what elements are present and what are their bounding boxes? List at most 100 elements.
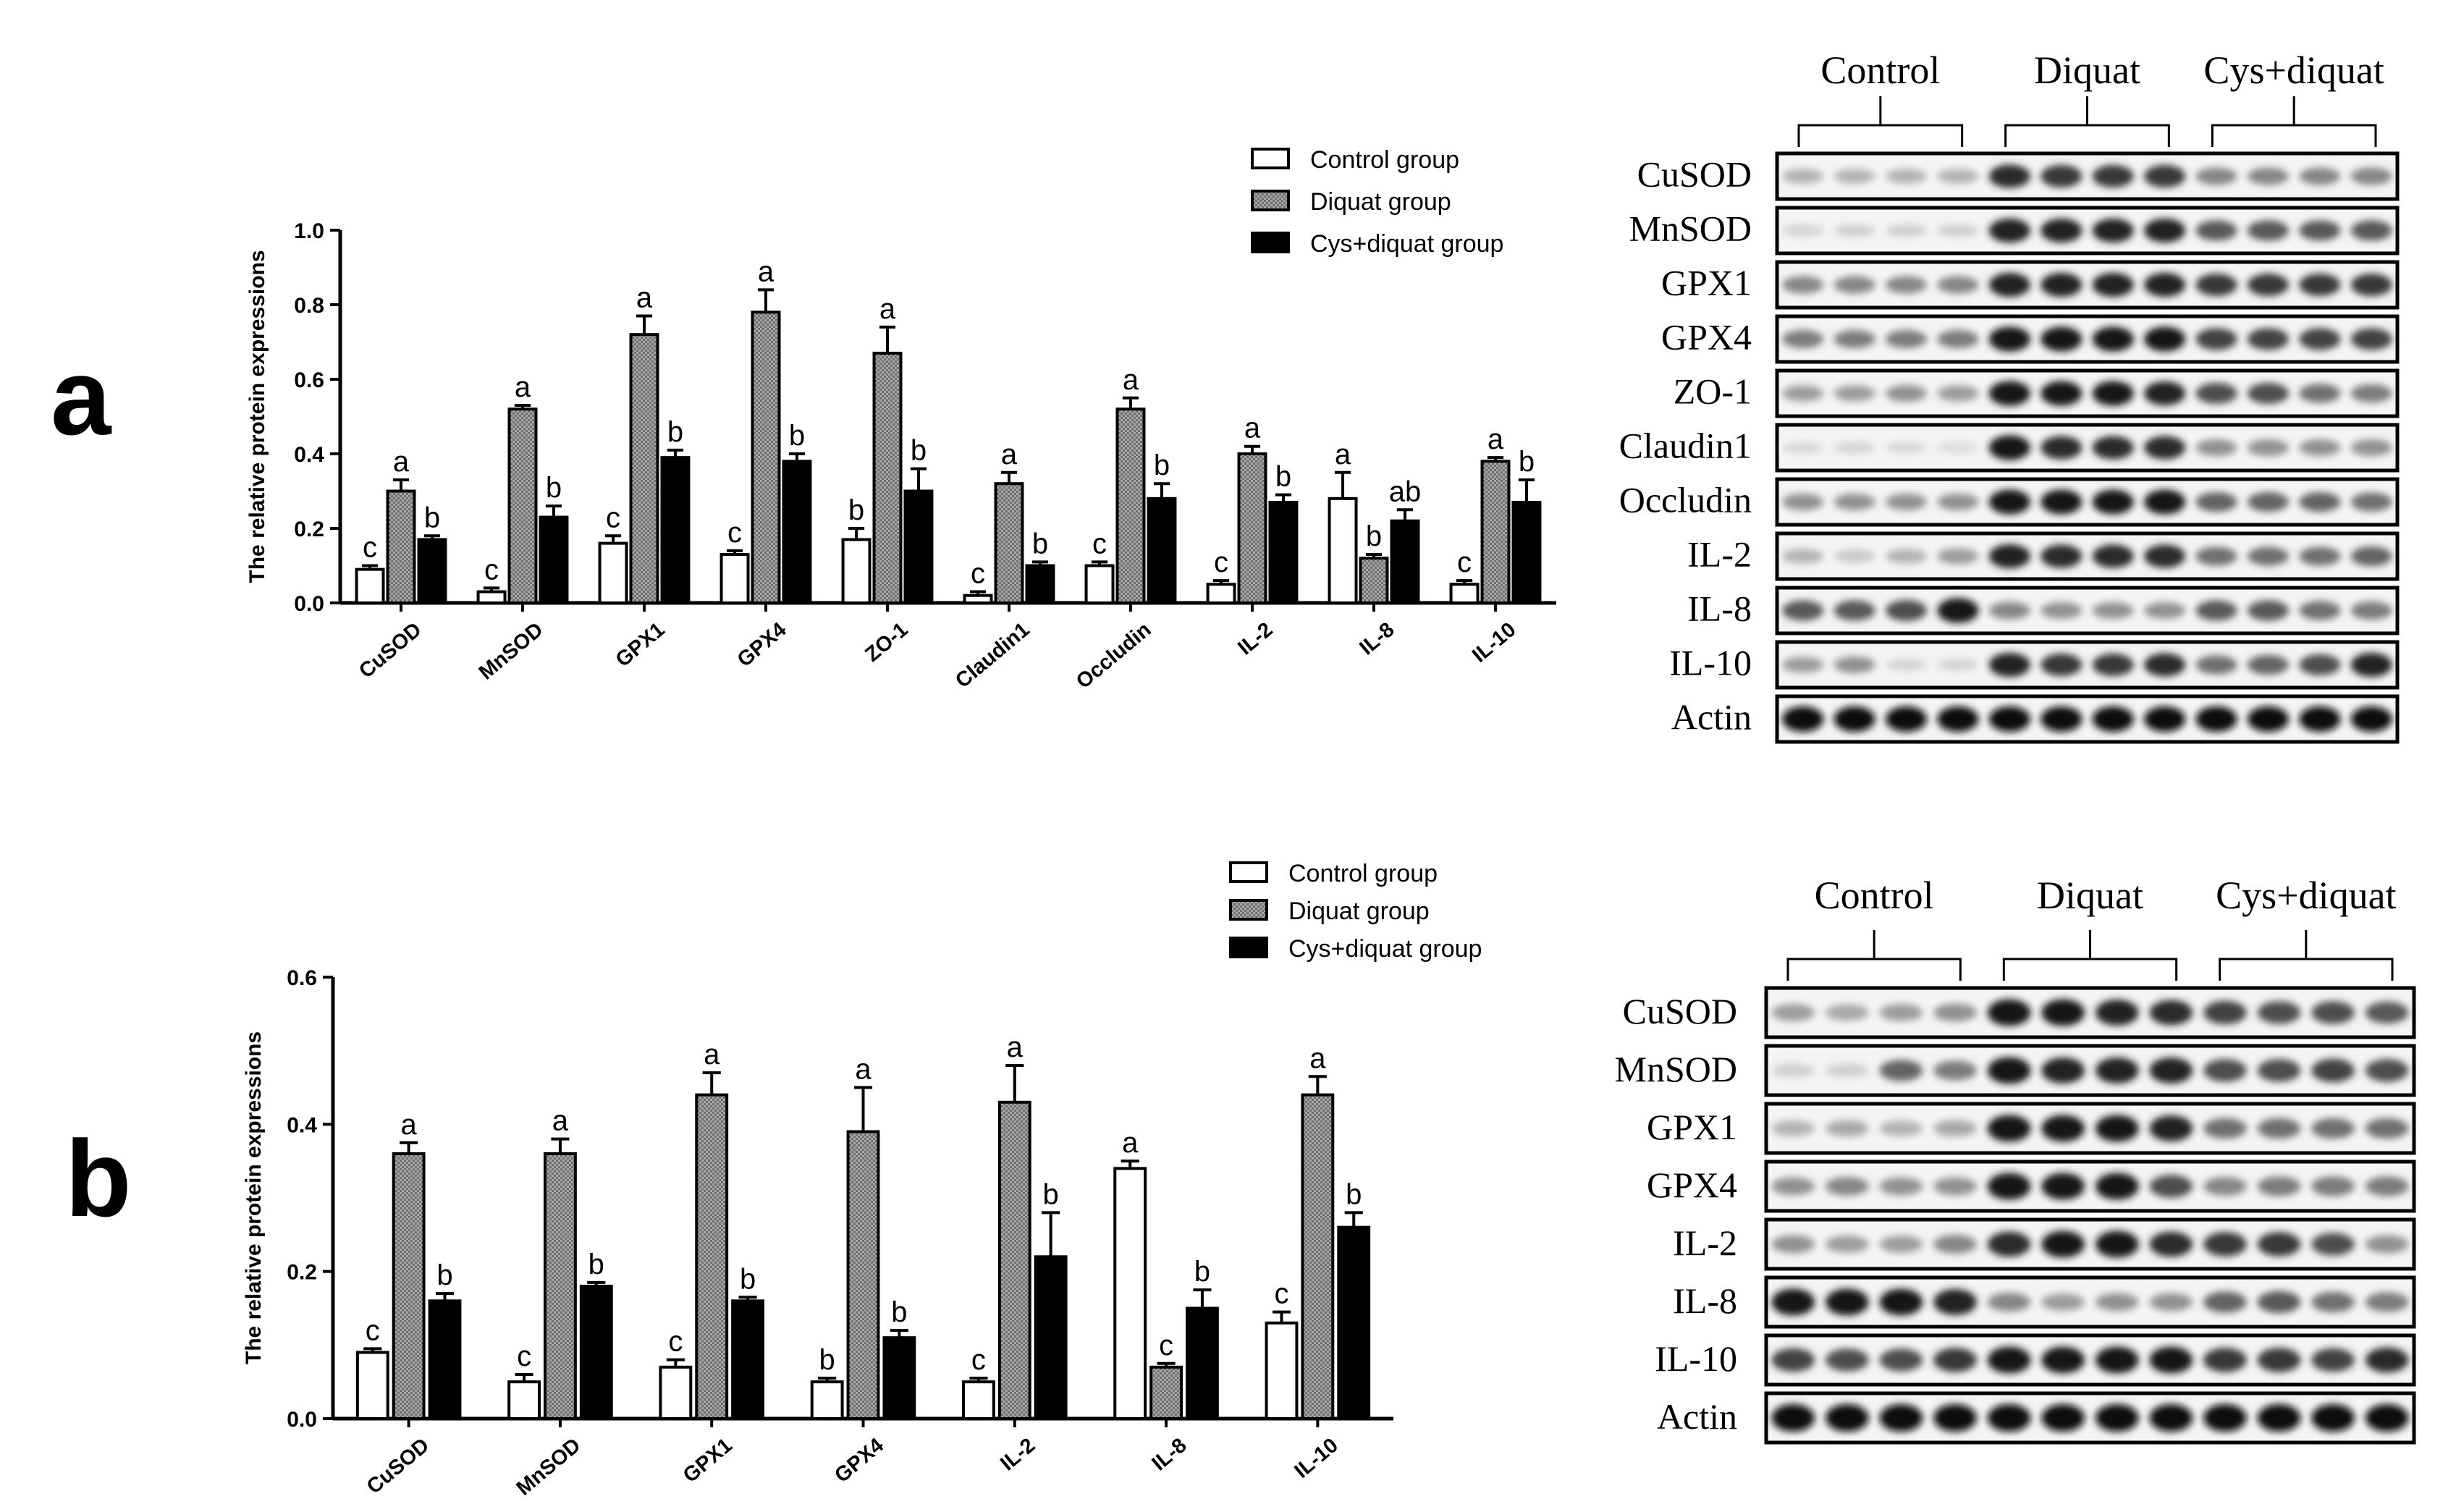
sig-letter: b bbox=[1519, 446, 1535, 478]
blot-band bbox=[2095, 1230, 2139, 1258]
blot-group-label: Cys+diquat bbox=[2203, 48, 2384, 92]
blot-band bbox=[1988, 544, 2030, 569]
bar-IL-8-2 bbox=[1186, 1306, 1219, 1420]
blot-row-label: GPX4 bbox=[1661, 316, 1752, 357]
bar-MnSOD-2 bbox=[579, 1285, 613, 1420]
blot-band bbox=[1937, 598, 1979, 623]
blot-band bbox=[2311, 1118, 2355, 1139]
blot-group-label: Diquat bbox=[2037, 874, 2143, 917]
blot-band bbox=[2247, 382, 2290, 405]
blot-band bbox=[1782, 329, 1824, 349]
y-tick-label: 0.6 bbox=[287, 966, 317, 990]
sig-letter: c bbox=[484, 554, 499, 586]
sig-letter: a bbox=[393, 446, 410, 478]
sig-letter: a bbox=[1335, 439, 1351, 470]
blot-band bbox=[1826, 1288, 1869, 1316]
sig-letter: a bbox=[552, 1105, 569, 1137]
blot-band bbox=[2092, 544, 2134, 568]
blot-band bbox=[2299, 546, 2341, 566]
x-tick-label: IL-10 bbox=[1290, 1434, 1342, 1483]
blot-band bbox=[1937, 442, 1979, 454]
legend-label: Control group bbox=[1310, 146, 1459, 174]
blot-band bbox=[1937, 706, 1979, 732]
blot-band bbox=[2350, 652, 2392, 677]
blot-band bbox=[1987, 999, 2031, 1026]
blot-band bbox=[1885, 599, 1928, 622]
blot-band bbox=[2144, 601, 2186, 620]
blot-band bbox=[2299, 273, 2341, 297]
blot-band bbox=[1879, 1177, 1923, 1196]
blot-band bbox=[2041, 1173, 2085, 1200]
bar-CuSOD-1 bbox=[386, 489, 416, 604]
blot-band bbox=[2257, 1059, 2301, 1082]
blot-band bbox=[1833, 169, 1875, 184]
blot-band bbox=[2299, 601, 2341, 620]
blot-band bbox=[1833, 706, 1875, 732]
blot-band bbox=[1826, 1063, 1869, 1078]
blot-band bbox=[1933, 1177, 1977, 1196]
x-tick-label: IL-10 bbox=[1468, 618, 1520, 667]
blot-band bbox=[2350, 439, 2392, 457]
blot-band bbox=[2195, 546, 2237, 566]
blot-band bbox=[1885, 442, 1928, 454]
blot-band bbox=[2195, 328, 2237, 350]
bar-IL-8-2 bbox=[1390, 519, 1420, 605]
sig-letter: a bbox=[1122, 1127, 1139, 1159]
bar-CuSOD-2 bbox=[428, 1299, 462, 1421]
sig-letter: a bbox=[1001, 439, 1018, 470]
blot-strip-IL-8 bbox=[1764, 1275, 2416, 1329]
blot-row-label: IL-2 bbox=[1673, 1222, 1737, 1263]
blot-strip-Occludin bbox=[1775, 477, 2400, 527]
blot-band bbox=[1771, 1235, 1815, 1254]
blot-band bbox=[2257, 1403, 2301, 1432]
sig-letter: a bbox=[704, 1039, 720, 1070]
sig-letter: b bbox=[424, 502, 440, 533]
blot-band bbox=[1937, 224, 1979, 237]
blot-band bbox=[1933, 1403, 1977, 1432]
blot-band bbox=[1987, 1403, 2031, 1432]
blot-band bbox=[2203, 1118, 2247, 1139]
blot-band bbox=[1988, 706, 2030, 732]
blot-band bbox=[1833, 441, 1875, 455]
blot-band bbox=[2095, 1057, 2139, 1084]
panel-label-a: a bbox=[51, 336, 112, 457]
sig-letter: b bbox=[1275, 461, 1291, 493]
blot-band bbox=[2144, 653, 2186, 677]
blot-band bbox=[2365, 1403, 2409, 1432]
blot-band bbox=[2092, 653, 2134, 677]
blot-band bbox=[2247, 439, 2290, 457]
blot-group-label: Cys+diquat bbox=[2216, 874, 2396, 917]
blot-band bbox=[2092, 218, 2134, 243]
x-tick-label: GPX4 bbox=[830, 1434, 888, 1487]
blot-band bbox=[1771, 1348, 1815, 1372]
bar-IL-2-1 bbox=[997, 1100, 1031, 1421]
blot-band bbox=[2365, 1235, 2409, 1254]
blot-band bbox=[2144, 218, 2186, 243]
legend-swatch bbox=[1229, 899, 1268, 921]
blot-band bbox=[1771, 1120, 1815, 1136]
blot-row-label: GPX1 bbox=[1647, 1107, 1737, 1147]
blot-band bbox=[2195, 706, 2237, 732]
blot-band bbox=[1988, 652, 2030, 677]
y-tick-label: 0.6 bbox=[294, 368, 324, 392]
sig-letter: b bbox=[789, 420, 805, 452]
blot-band bbox=[2247, 328, 2290, 350]
bar-GPX4-2 bbox=[882, 1336, 916, 1420]
blot-band bbox=[2041, 706, 2082, 732]
bar-MnSOD-0 bbox=[476, 590, 507, 604]
blot-band bbox=[2041, 1293, 2085, 1311]
blot-band bbox=[2144, 164, 2186, 188]
blot-band bbox=[2257, 1291, 2301, 1314]
blot-bracket bbox=[1797, 124, 1964, 147]
blot-band bbox=[2095, 1000, 2139, 1026]
legend-label: Diquat group bbox=[1310, 188, 1451, 216]
blot-band bbox=[2041, 653, 2082, 677]
blot-band bbox=[2203, 1232, 2247, 1257]
blot-band bbox=[2203, 1291, 2247, 1313]
blot-band bbox=[2041, 544, 2082, 568]
blot-strip-IL-2 bbox=[1764, 1217, 2416, 1271]
blot-row-label: GPX4 bbox=[1647, 1165, 1737, 1205]
blot-band bbox=[2257, 1348, 2301, 1372]
bar-IL-8-0 bbox=[1113, 1167, 1147, 1421]
blot-band bbox=[2257, 1001, 2301, 1024]
